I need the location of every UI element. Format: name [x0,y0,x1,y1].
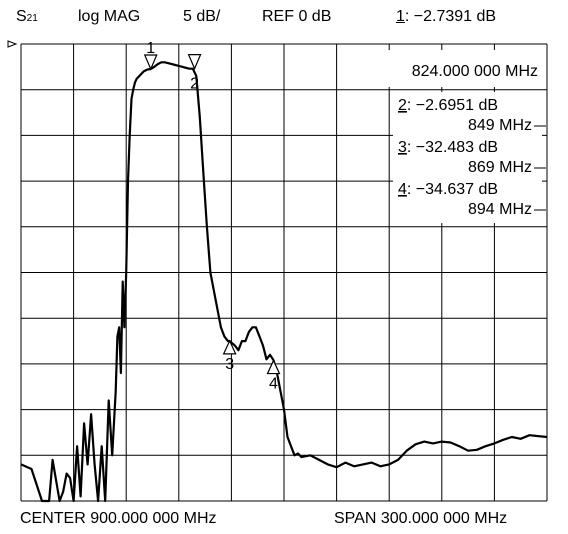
parameter-label: S21 [16,8,38,25]
marker-4-value-readout: 4: −34.637 dB [398,181,498,198]
marker-1-icon [143,54,158,71]
marker-3-number: 3 [398,139,407,156]
marker-set: 1 2 3 4 [143,40,281,393]
marker-3-value: : −32.483 dB [407,139,498,156]
marker-4-frequency-readout: 894 MHz [468,201,532,218]
center-frequency-label: CENTER 900.000 000 MHz [20,510,217,527]
scale-label: 5 dB/ [183,8,221,25]
marker-1-frequency-readout: 824.000 000 MHz [412,63,538,80]
marker-3-frequency-readout: 869 MHz [468,159,532,176]
marker-2-number: 2 [398,97,407,114]
marker-2-frequency-readout: 849 MHz [468,117,532,134]
marker-1-label: 1 [146,40,155,57]
marker-4-label: 4 [269,376,278,393]
trace-line [20,61,548,503]
marker-4-number: 4 [398,181,407,198]
marker-4-value: : −34.637 dB [407,181,498,198]
marker-3-label: 3 [225,356,234,373]
marker-2-value: : −2.6951 dB [407,97,498,114]
marker-3-icon [222,339,237,355]
marker-2-label: 2 [190,76,199,93]
reference-position-icon [7,40,18,48]
marker-3-value-readout: 3: −32.483 dB [398,139,498,156]
marker-2-value-readout: 2: −2.6951 dB [398,97,498,114]
marker-4-icon [266,359,281,375]
marker1-header-readout: 1: −2.7391 dB [396,8,497,25]
reference-label: REF 0 dB [262,8,332,25]
format-label: log MAG [78,8,141,25]
marker-2-icon [187,54,202,71]
span-label: SPAN 300.000 000 MHz [334,510,508,527]
